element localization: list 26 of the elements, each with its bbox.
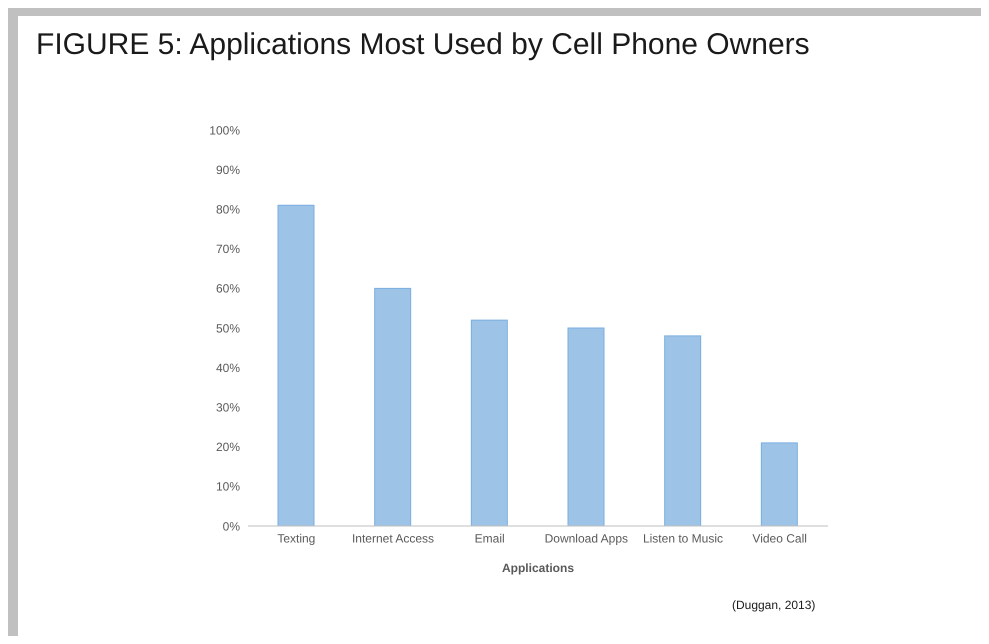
- y-tick-label: 0%: [222, 519, 240, 534]
- y-tick-label: 30%: [216, 400, 240, 414]
- y-tick-label: 40%: [216, 360, 240, 375]
- y-tick-label: 60%: [216, 282, 240, 296]
- bar: [664, 335, 702, 526]
- chart-title: FIGURE 5: Applications Most Used by Cell Phone Owners: [36, 28, 810, 62]
- text: (Duggan, 2013): [732, 598, 816, 612]
- x-axis-title: Applications: [502, 561, 574, 575]
- bar: [568, 328, 604, 526]
- y-tick-label: 10%: [216, 480, 240, 494]
- bar: [470, 320, 508, 526]
- bar: [374, 288, 412, 526]
- x-tick-label: Texting: [277, 532, 316, 546]
- bar: [278, 204, 314, 526]
- y-tick-label: 70%: [216, 242, 240, 256]
- x-tick-label: Video Call: [752, 532, 807, 546]
- x-tick-label: Download Apps: [544, 532, 628, 546]
- bar: [760, 442, 798, 526]
- y-tick-label: 50%: [216, 321, 240, 336]
- x-tick-label: Internet Access: [352, 532, 434, 546]
- y-tick-label: 100%: [209, 123, 240, 138]
- y-tick-label: 80%: [216, 202, 240, 216]
- x-tick-label: Email: [474, 532, 505, 546]
- y-tick-label: 20%: [216, 440, 240, 454]
- x-tick-label: Listen to Music: [642, 532, 724, 546]
- y-tick-label: 90%: [216, 162, 240, 177]
